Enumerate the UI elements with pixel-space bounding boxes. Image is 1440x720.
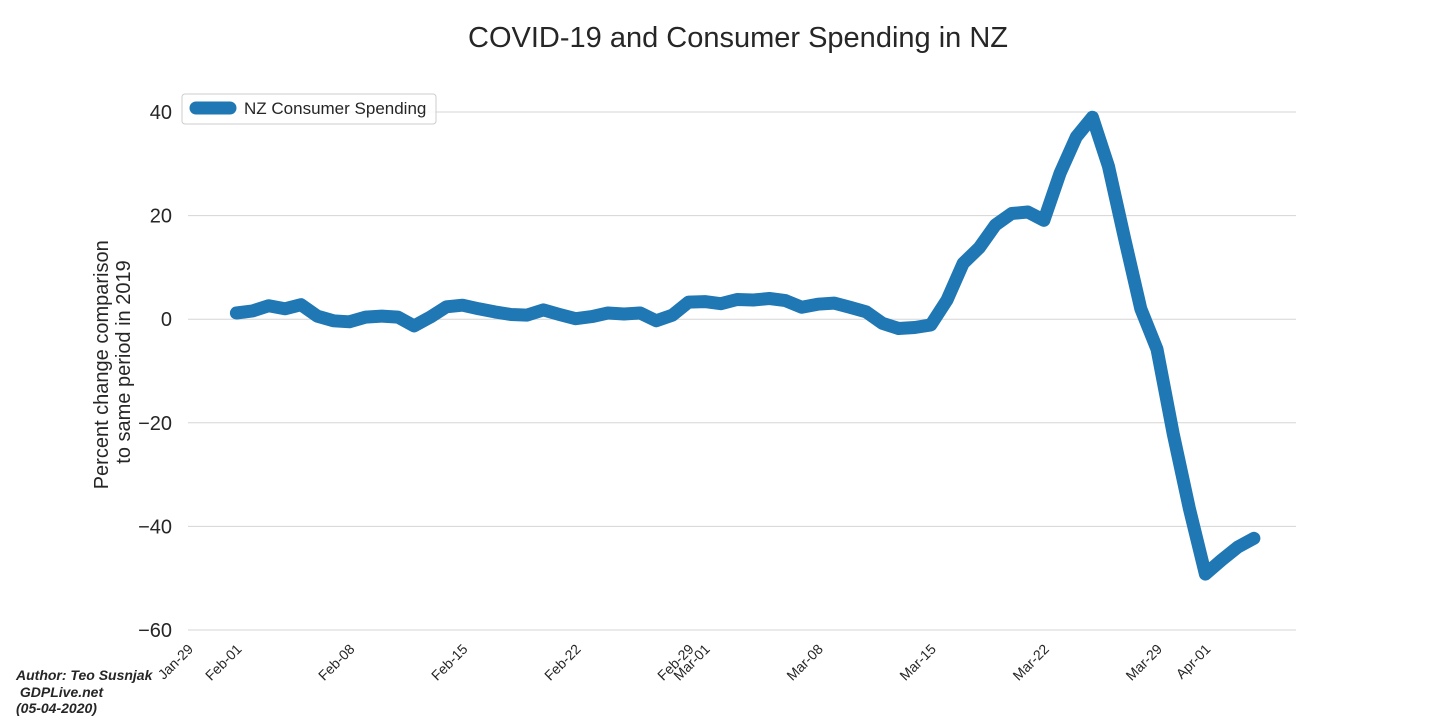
legend-frame [181, 93, 437, 125]
series-line-nz-consumer-spending [229, 110, 1261, 581]
y-tick-label: 0 [161, 309, 172, 331]
x-tick-label: Jan-29 [155, 641, 197, 683]
x-tick-label: Feb-01 [202, 641, 245, 684]
x-tick-label: Feb-22 [541, 641, 584, 684]
y-tick-label: −60 [138, 620, 172, 642]
legend: NZ Consumer Spending [181, 93, 437, 125]
y-tick-labels: 40 20 0 −20 −40 −60 [138, 102, 172, 642]
chart-title: COVID-19 and Consumer Spending in NZ [468, 22, 1008, 54]
x-tick-label: Feb-15 [428, 641, 471, 684]
x-tick-label: Mar-15 [896, 641, 939, 684]
y-axis-label: Percent change comparison to same period… [91, 235, 135, 490]
x-tick-label: Mar-08 [783, 641, 826, 684]
credit-author: Author: Teo Susnjak [16, 667, 153, 683]
x-tick-label: Mar-22 [1009, 641, 1052, 684]
y-tick-label: −20 [138, 413, 172, 435]
y-axis-label-line-2: to same period in 2019 [113, 260, 135, 463]
y-tick-label: 40 [150, 102, 172, 124]
y-axis-label-line-1: Percent change comparison [91, 240, 113, 489]
x-tick-labels: Jan-29 Feb-01 Feb-08 Feb-15 Feb-22 Feb-29Mar-… [155, 641, 1214, 684]
x-tick-label: Apr-01 [1173, 641, 1214, 682]
x-tick-label: Mar-29 [1122, 641, 1165, 684]
credit-site: GDPLive.net [16, 684, 104, 700]
credit-date: (05-04-2020) [16, 700, 97, 716]
y-tick-label: −40 [138, 516, 172, 538]
gridlines [188, 111, 1296, 631]
legend-label: NZ Consumer Spending [244, 99, 426, 118]
y-tick-label: 20 [150, 206, 172, 228]
x-tick-label: Feb-08 [315, 641, 358, 684]
